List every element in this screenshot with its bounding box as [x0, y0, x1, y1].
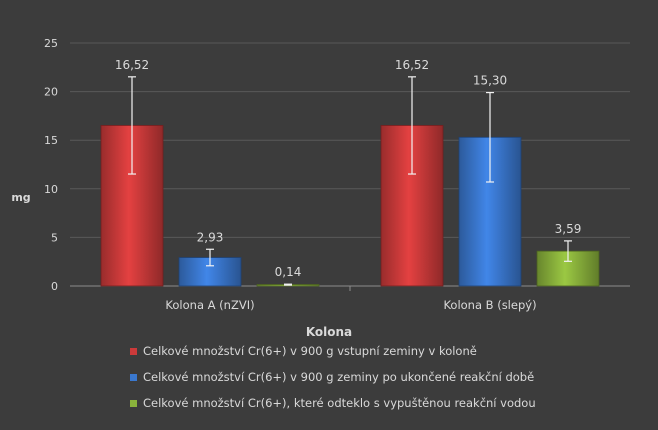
error-bar: [564, 240, 572, 262]
legend-swatch-red: [130, 347, 137, 355]
legend: Celkové množství Cr(6+) v 900 g vstupní …: [130, 344, 536, 422]
x-tick-label: Kolona A (nZVI): [165, 298, 254, 312]
error-bar: [284, 283, 292, 286]
x-axis-ticks: Kolona A (nZVI) Kolona B (slepý): [165, 286, 537, 312]
y-tick-label: 25: [44, 37, 58, 50]
x-axis-label: Kolona: [306, 325, 352, 339]
y-tick-label: 20: [44, 86, 58, 99]
legend-label: Celkové množství Cr(6+), které odteklo s…: [143, 396, 536, 410]
data-label: 16,52: [115, 58, 149, 72]
x-tick-label: Kolona B (slepý): [443, 298, 536, 312]
bars: 16,52 2,93 0,14 16,52 15,30 3,59: [100, 58, 600, 287]
data-label: 3,59: [555, 222, 582, 236]
legend-item: Celkové množství Cr(6+) v 900 g vstupní …: [130, 344, 536, 358]
error-bar: [206, 248, 214, 267]
data-label: 2,93: [197, 230, 224, 244]
error-bar: [486, 91, 494, 183]
y-tick-label: 5: [51, 231, 58, 244]
legend-swatch-blue: [130, 373, 137, 381]
legend-label: Celkové množství Cr(6+) v 900 g vstupní …: [143, 344, 477, 358]
y-tick-label: 10: [44, 183, 58, 196]
legend-label: Celkové množství Cr(6+) v 900 g zeminy p…: [143, 370, 535, 384]
legend-item: Celkové množství Cr(6+) v 900 g zeminy p…: [130, 370, 536, 384]
y-tick-label: 15: [44, 134, 58, 147]
data-label: 0,14: [275, 265, 302, 279]
y-axis-ticks: 0 5 10 15 20 25: [44, 37, 58, 293]
legend-swatch-green: [130, 399, 137, 407]
legend-item: Celkové množství Cr(6+), které odteklo s…: [130, 396, 536, 410]
error-bar: [408, 76, 416, 175]
error-bar: [128, 76, 136, 175]
data-label: 15,30: [473, 74, 507, 88]
data-label: 16,52: [395, 58, 429, 72]
y-axis-label: mg: [11, 191, 30, 204]
y-tick-label: 0: [51, 280, 58, 293]
